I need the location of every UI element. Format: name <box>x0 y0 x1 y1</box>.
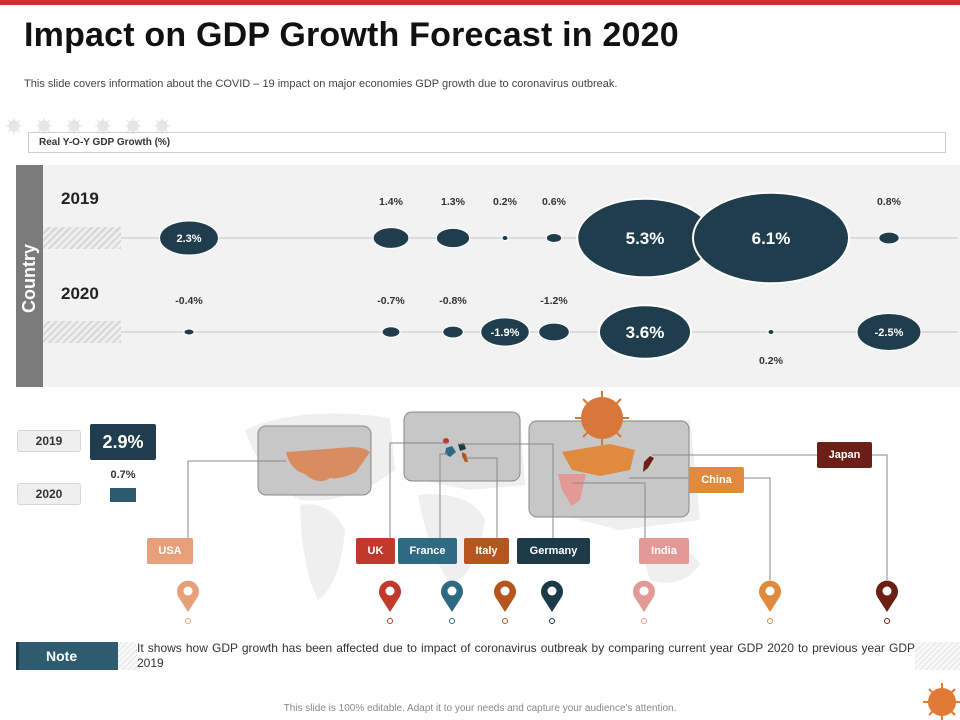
bubble-2019-japan <box>878 231 900 245</box>
location-pin-icon-india <box>633 580 655 624</box>
data-label-2020-japan: -2.5% <box>875 327 904 339</box>
legend-year-2020[interactable]: 2020 <box>17 483 81 505</box>
location-pin-icon-uk <box>379 580 401 624</box>
country-tag-usa[interactable]: USA <box>147 538 193 564</box>
data-label-2020-china: 0.2% <box>759 355 784 367</box>
bubble-2020-india <box>597 304 693 360</box>
location-pin-icon-germany <box>541 580 563 624</box>
data-label-2019-uk: 1.4% <box>379 196 404 208</box>
location-pin-icon-china <box>758 580 782 624</box>
page-subtitle: This slide covers information about the … <box>24 78 618 90</box>
data-label-2020-usa: -0.4% <box>175 295 203 307</box>
data-label-2020-italy: -1.9% <box>491 327 520 339</box>
virus-icon <box>125 118 141 134</box>
virus-icon <box>95 118 111 134</box>
bubble-2019-china <box>692 191 850 285</box>
virus-icon <box>6 118 22 134</box>
location-pin-icon-italy <box>494 580 517 624</box>
data-label-2019-germany: 0.6% <box>542 196 567 208</box>
data-label-2019-usa: 2.3% <box>176 233 201 245</box>
japan-shape <box>643 456 654 472</box>
virus-icons-decoration <box>6 118 170 134</box>
china-shape <box>562 444 635 476</box>
germany-shape <box>458 443 466 451</box>
virus-icon <box>66 118 82 134</box>
country-tag-japan[interactable]: Japan <box>817 442 872 468</box>
india-shape <box>558 474 586 506</box>
data-label-2019-india: 5.3% <box>626 229 665 248</box>
virus-icon-corner <box>923 683 960 720</box>
bubble-2020-france <box>442 325 464 339</box>
country-axis-bar <box>16 165 43 387</box>
bubble-2019-usa <box>159 220 219 256</box>
country-tag-india[interactable]: India <box>639 538 689 564</box>
chart-title: Real Y-O-Y GDP Growth (%) <box>28 132 946 153</box>
row-hatch-2020 <box>43 321 121 343</box>
bubble-2020-china <box>767 329 775 335</box>
note-label: Note <box>16 642 118 670</box>
virus-icon <box>36 118 52 134</box>
bubble-2019-uk <box>372 227 410 249</box>
virus-icon <box>575 391 629 445</box>
data-label-2019-france: 1.3% <box>441 196 466 208</box>
country-tag-italy[interactable]: Italy <box>464 538 509 564</box>
data-label-2020-germany: -1.2% <box>540 295 568 307</box>
bubble-chart: 2.3% 1.4% 1.3% 0.2% 0.6% 5.3% 6.1% 0.8% -0.4% -0.… <box>121 191 958 367</box>
location-pin-icon-japan <box>876 580 899 624</box>
bubble-2020-italy <box>480 317 530 347</box>
series-label-2020: 2020 <box>61 284 99 303</box>
average-2020-value: 0.7% <box>110 469 136 481</box>
location-pin-icon-france <box>441 580 464 624</box>
bubble-2019-france <box>435 227 471 249</box>
average-2019-value: 2.9% <box>90 424 156 460</box>
country-tag-france[interactable]: France <box>398 538 457 564</box>
top-accent-bar <box>0 0 960 5</box>
note-text: It shows how GDP growth has been affecte… <box>137 641 915 671</box>
legend-year-2019[interactable]: 2019 <box>17 430 81 452</box>
virus-icon <box>154 118 170 134</box>
location-pin-icon-usa <box>177 580 199 624</box>
bubble-2020-usa <box>183 328 195 336</box>
bubble-2020-japan <box>856 312 922 352</box>
data-label-2019-china: 6.1% <box>752 229 791 248</box>
usa-shape <box>286 447 370 482</box>
italy-shape <box>462 452 468 462</box>
data-label-2019-japan: 0.8% <box>877 196 902 208</box>
bubble-2019-germany <box>545 233 563 243</box>
average-2020-bar <box>110 488 136 502</box>
bubble-2020-uk <box>381 326 401 338</box>
series-label-2019: 2019 <box>61 189 99 208</box>
bubble-2020-germany <box>538 322 570 342</box>
data-label-2020-india: 3.6% <box>626 323 665 342</box>
country-tag-uk[interactable]: UK <box>356 538 395 564</box>
page-title: Impact on GDP Growth Forecast in 2020 <box>24 16 679 54</box>
row-hatch-2019 <box>43 227 121 249</box>
data-label-2019-italy: 0.2% <box>493 196 518 208</box>
country-tag-germany[interactable]: Germany <box>517 538 590 564</box>
data-label-2020-uk: -0.7% <box>377 295 405 307</box>
connector-lines <box>187 442 888 580</box>
country-tag-china[interactable]: China <box>689 467 744 493</box>
footer-text: This slide is 100% editable. Adapt it to… <box>283 703 677 714</box>
data-label-2020-france: -0.8% <box>439 295 467 307</box>
bubble-2019-italy <box>501 235 509 241</box>
